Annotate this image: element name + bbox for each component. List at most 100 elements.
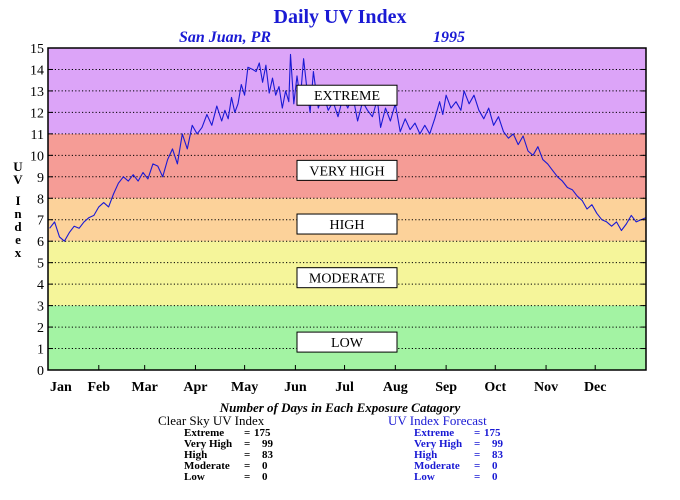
forecast-row: High = 83 — [388, 450, 558, 461]
y-axis-title-char: d — [14, 219, 22, 234]
clear-sky-row: Extreme = 175 — [158, 428, 328, 439]
clear-sky-row-label: Moderate — [184, 460, 230, 472]
chart-subtitle-year: 1995 — [433, 29, 465, 46]
clear-sky-row-value: 0 — [262, 460, 268, 472]
chart-subtitle-location: San Juan, PR — [179, 29, 271, 46]
forecast-row-equals: = — [474, 471, 481, 483]
clear-sky-row-value: 83 — [262, 449, 273, 461]
forecast-row-equals: = — [474, 427, 481, 439]
x-tick-label-may: May — [231, 380, 258, 395]
x-tick-label-feb: Feb — [88, 380, 111, 395]
clear-sky-row-equals: = — [244, 438, 251, 450]
forecast-row-label: Very High — [414, 438, 463, 450]
forecast-row: Moderate = 0 — [388, 461, 558, 472]
x-tick-label-jul: Jul — [335, 380, 354, 395]
clear-sky-rows: Extreme = 175 Very High = 99 High = 83 Moderate = 0… — [158, 428, 328, 483]
band-label-box-moderate — [296, 267, 398, 289]
clear-sky-heading: Clear Sky UV Index — [158, 413, 265, 428]
y-tick-label-3: 3 — [37, 300, 44, 315]
forecast-row-value: 99 — [492, 438, 503, 450]
uv-index-line — [49, 53, 647, 242]
gridlines — [48, 68, 646, 350]
x-axis: Jan Feb Mar Apr May Jun Jul Aug Sep Oct Nov Dec — [50, 365, 606, 395]
y-tick-label-8: 8 — [37, 192, 44, 207]
series-layer — [49, 53, 647, 242]
chart-title: Daily UV Index — [274, 6, 407, 28]
clear-sky-row-label: Extreme — [184, 427, 225, 439]
clear-sky-row-equals: = — [244, 471, 251, 483]
band-label-extreme: EXTREME — [314, 89, 380, 104]
y-axis-title-char: U — [13, 159, 23, 174]
forecast-table: UV Index Forecast Extreme = 175 Very High = 9… — [388, 414, 558, 483]
y-tick-label-7: 7 — [37, 214, 44, 229]
band-label-box-very-high — [296, 159, 398, 181]
plot-frame — [47, 47, 647, 371]
forecast-row-equals: = — [474, 449, 481, 461]
forecast-row: Low = 0 — [388, 472, 558, 483]
x-tick-label-apr: Apr — [183, 380, 207, 395]
band-labels: EXTREME VERY HIGH HIGH MODERATE LOW — [296, 84, 398, 353]
band-label-low: LOW — [331, 336, 364, 351]
x-tick-label-sep: Sep — [435, 380, 457, 395]
clear-sky-row-value: 175 — [254, 427, 271, 439]
band-label-very-high: VERY HIGH — [309, 164, 384, 179]
forecast-row-equals: = — [474, 438, 481, 450]
x-tick-label-jun: Jun — [284, 380, 307, 395]
forecast-row-value: 83 — [492, 449, 503, 461]
clear-sky-row-label: Low — [184, 471, 205, 483]
y-axis-title-char: e — [15, 232, 21, 247]
forecast-row-value: 175 — [484, 427, 501, 439]
forecast-row-equals: = — [474, 460, 481, 472]
y-tick-label-11: 11 — [31, 128, 44, 143]
forecast-row-label: Low — [414, 471, 435, 483]
forecast-heading: UV Index Forecast — [388, 413, 487, 428]
y-tick-label-1: 1 — [37, 343, 44, 358]
summary-title: Number of Days in Each Exposure Catagory — [219, 400, 461, 415]
forecast-row-value: 0 — [492, 460, 498, 472]
clear-sky-row-equals: = — [244, 460, 251, 472]
forecast-row-value: 0 — [492, 471, 498, 483]
y-tick-label-15: 15 — [30, 42, 44, 57]
forecast-row-label: Extreme — [414, 427, 455, 439]
clear-sky-table: Clear Sky UV Index Extreme = 175 Very High =… — [158, 414, 328, 483]
y-tick-label-12: 12 — [30, 106, 44, 121]
y-axis-title-char: n — [14, 206, 22, 221]
clear-sky-row-equals: = — [244, 449, 251, 461]
clear-sky-row: Very High = 99 — [158, 439, 328, 450]
y-tick-label-5: 5 — [37, 257, 44, 272]
y-tick-label-14: 14 — [30, 63, 44, 78]
y-tick-label-2: 2 — [37, 321, 44, 336]
x-tick-label-oct: Oct — [484, 380, 506, 395]
y-tick-label-9: 9 — [37, 171, 44, 186]
x-tick-label-dec: Dec — [584, 380, 607, 395]
x-tick-label-aug: Aug — [383, 380, 408, 395]
x-tick-label-jan: Jan — [50, 380, 72, 395]
clear-sky-row-label: High — [184, 449, 208, 461]
y-tick-label-6: 6 — [37, 235, 44, 250]
band-label-box-extreme — [296, 84, 398, 106]
clear-sky-row: Low = 0 — [158, 472, 328, 483]
uv-index-chart: Daily UV Index San Juan, PR 1995 EXTREME… — [13, 6, 647, 395]
band-label-box-high — [296, 213, 398, 235]
x-tick-label-mar: Mar — [131, 380, 157, 395]
y-tick-label-4: 4 — [37, 278, 44, 293]
y-tick-label-13: 13 — [30, 85, 44, 100]
clear-sky-row-equals: = — [244, 427, 251, 439]
x-tick-label-nov: Nov — [534, 380, 558, 395]
clear-sky-row: Moderate = 0 — [158, 461, 328, 472]
clear-sky-row-value: 0 — [262, 471, 268, 483]
forecast-row-label: Moderate — [414, 460, 460, 472]
y-axis-title-char: V — [13, 172, 23, 187]
y-axis-title-char: I — [15, 193, 20, 208]
forecast-rows: Extreme = 175 Very High = 99 High = 83 Moderate = 0… — [388, 428, 558, 483]
forecast-row: Very High = 99 — [388, 439, 558, 450]
forecast-row-label: High — [414, 449, 438, 461]
clear-sky-row-value: 99 — [262, 438, 273, 450]
clear-sky-row: High = 83 — [158, 450, 328, 461]
clear-sky-row-label: Very High — [184, 438, 233, 450]
band-label-moderate: MODERATE — [309, 272, 385, 287]
y-axis-title-char: x — [15, 245, 22, 260]
band-label-high: HIGH — [330, 218, 365, 233]
